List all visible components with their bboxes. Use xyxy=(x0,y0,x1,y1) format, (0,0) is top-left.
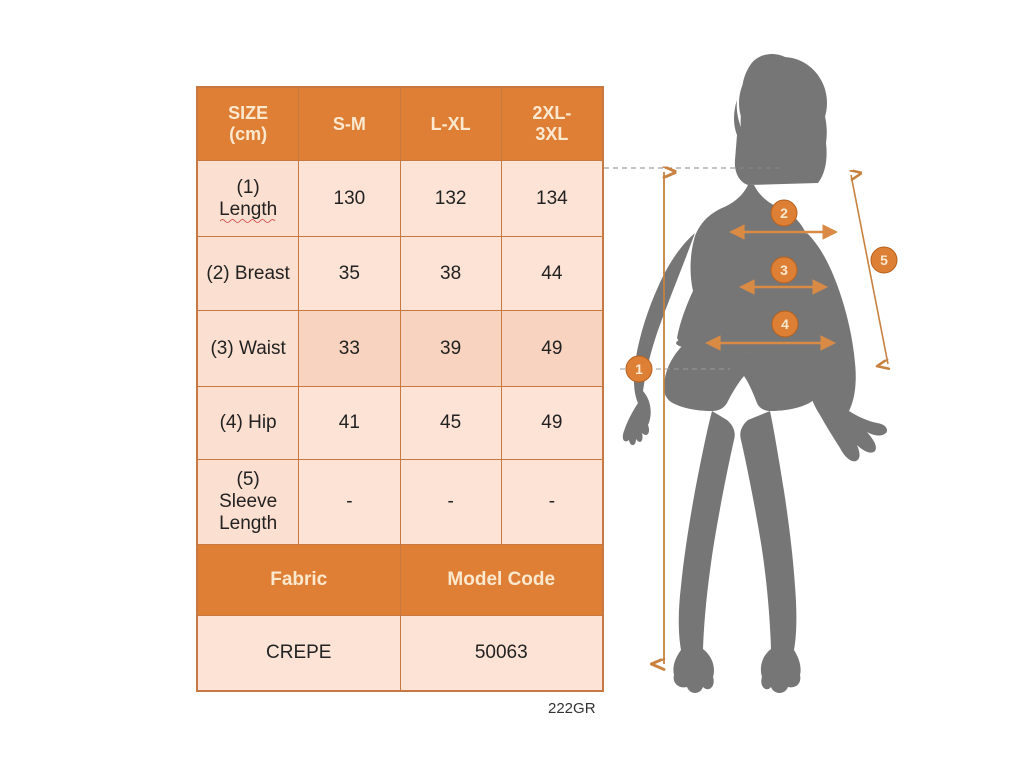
svg-text:2: 2 xyxy=(780,205,788,221)
svg-text:1: 1 xyxy=(635,361,643,377)
svg-text:5: 5 xyxy=(880,252,888,268)
svg-text:3: 3 xyxy=(780,262,788,278)
svg-text:4: 4 xyxy=(781,316,789,332)
